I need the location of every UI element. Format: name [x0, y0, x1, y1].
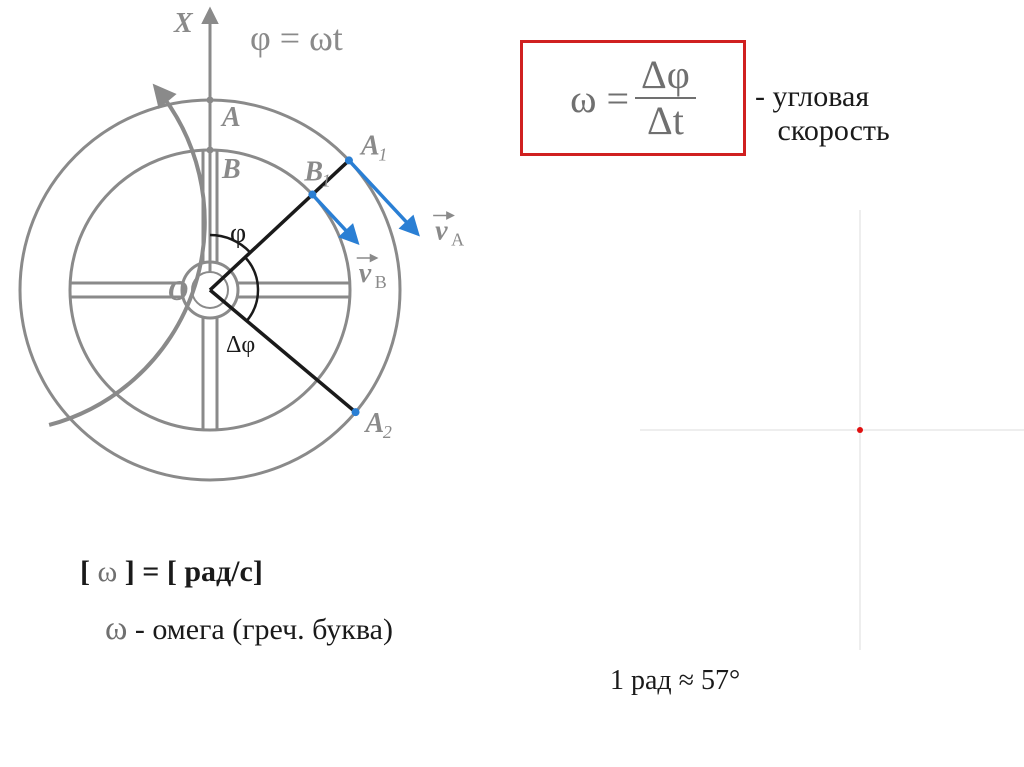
formula-box: ω = Δφ Δt [520, 40, 746, 156]
omega-note-text: - омега (греч. буква) [127, 613, 393, 646]
svg-text:A: A [451, 230, 464, 250]
svg-text:B: B [375, 272, 387, 292]
rotation-arrow [49, 87, 205, 425]
label-B: B [221, 154, 241, 185]
svg-text:1: 1 [322, 171, 331, 191]
svg-text:A: A [359, 130, 380, 161]
label-dphi: Δφ [226, 332, 255, 358]
velocity-vB [312, 195, 356, 243]
label-phi: φ [230, 218, 246, 249]
dot-A1 [345, 156, 353, 164]
angular-velocity-label: - угловая скорость [755, 80, 890, 148]
omega-note-symbol: ω [105, 610, 127, 647]
label-X: X [173, 8, 194, 39]
svg-text:B: B [303, 157, 323, 188]
dot-A2 [352, 408, 360, 416]
label-A2: A 2 [364, 408, 392, 442]
svg-text:2: 2 [383, 422, 392, 442]
label-A: A [220, 102, 241, 133]
formula-lhs: ω = [570, 75, 629, 122]
svg-text:1: 1 [378, 144, 387, 164]
arc-dphi [245, 257, 258, 321]
dot-B1 [308, 191, 316, 199]
dot-B [207, 147, 214, 154]
top-formula: φ = ωt [250, 18, 343, 58]
omega-note: ω - омега (греч. буква) [105, 610, 393, 648]
svg-text:A: A [364, 408, 385, 439]
label-vA: v A [433, 216, 464, 250]
svg-text:v: v [435, 216, 448, 247]
formula-numerator: Δφ [635, 55, 696, 97]
label-A1: A 1 [359, 130, 387, 164]
velocity-vA [349, 160, 417, 233]
svg-text:v: v [359, 258, 372, 289]
dot-A [207, 97, 214, 104]
label-vB: v B [357, 258, 387, 292]
rad-deg-note: 1 рад ≈ 57° [610, 665, 740, 697]
units-omega-symbol: ω [98, 555, 118, 588]
formula-denominator: Δt [641, 99, 690, 141]
label-B1: B 1 [303, 157, 330, 191]
label-O: O [168, 276, 188, 307]
units-line: [ ω ] = [ рад/с] [80, 555, 263, 589]
crosshair [640, 210, 1024, 650]
crosshair-dot [857, 427, 863, 433]
